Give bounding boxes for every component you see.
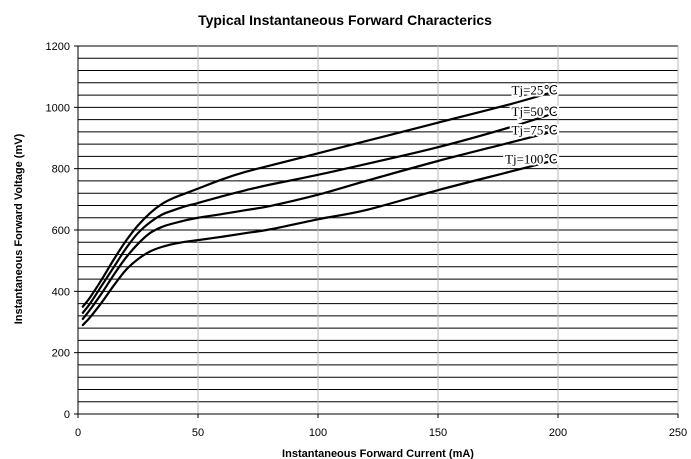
y-tick-label: 400 bbox=[52, 286, 70, 298]
x-tick-label: 50 bbox=[192, 427, 204, 439]
x-tick-label: 100 bbox=[309, 427, 327, 439]
y-tick-label: 0 bbox=[64, 409, 70, 421]
series-label-3: Tj=75℃ bbox=[512, 122, 558, 137]
series-label-1: Tj=25℃ bbox=[512, 82, 558, 97]
series-label-4: Tj=100℃ bbox=[505, 151, 558, 166]
x-tick-label: 250 bbox=[669, 427, 687, 439]
x-tick-label: 0 bbox=[75, 427, 81, 439]
series-line-3 bbox=[81, 129, 560, 321]
grid-layer bbox=[78, 45, 679, 414]
x-tick-label: 150 bbox=[429, 427, 447, 439]
axes-layer bbox=[74, 45, 679, 418]
x-tick-label: 200 bbox=[549, 427, 567, 439]
y-tick-label: 800 bbox=[52, 164, 70, 176]
y-tick-label: 1200 bbox=[46, 41, 70, 53]
y-tick-label: 200 bbox=[52, 348, 70, 360]
x-axis-label: Instantaneous Forward Current (mA) bbox=[282, 448, 474, 459]
y-tick-label: 1000 bbox=[46, 102, 70, 114]
y-axis-label: Instantaneous Forward Voltage (mV) bbox=[13, 133, 25, 324]
series-label-layer: Tj=25℃ Tj=50℃ Tj=75℃ Tj=100℃ bbox=[503, 80, 560, 168]
series-line-2 bbox=[81, 110, 560, 314]
series-line-4 bbox=[81, 158, 560, 327]
y-tick-label: 600 bbox=[52, 225, 70, 237]
series-layer bbox=[81, 89, 560, 327]
chart-title: Typical Instantaneous Forward Characteri… bbox=[198, 12, 492, 28]
series-label-2: Tj=50℃ bbox=[512, 104, 558, 119]
series-line-1 bbox=[81, 89, 560, 308]
tick-label-layer: 0 200 400 600 800 1000 1200 0 50 100 150 200 250 bbox=[46, 41, 688, 439]
